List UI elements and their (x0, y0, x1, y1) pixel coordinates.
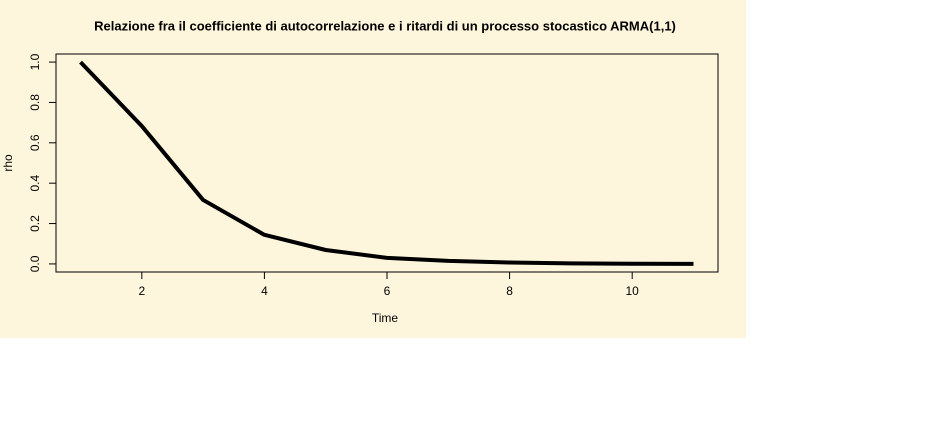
plot-background (0, 0, 746, 338)
y-axis-label: rho (1, 154, 15, 172)
y-tick-label: 0.8 (28, 94, 42, 111)
x-tick-label: 10 (626, 284, 640, 298)
y-tick-label: 0.0 (28, 255, 42, 272)
y-tick-label: 0.4 (28, 175, 42, 192)
x-tick-label: 8 (506, 284, 513, 298)
y-tick-label: 0.2 (28, 215, 42, 232)
x-tick-label: 2 (138, 284, 145, 298)
y-tick-label: 1.0 (28, 53, 42, 70)
x-tick-label: 4 (261, 284, 268, 298)
data-line (79, 60, 694, 266)
y-tick-label: 0.6 (28, 134, 42, 151)
x-axis-label: Time (372, 311, 399, 325)
chart-title: Relazione fra il coefficiente di autocor… (94, 18, 676, 33)
x-tick-label: 6 (384, 284, 391, 298)
